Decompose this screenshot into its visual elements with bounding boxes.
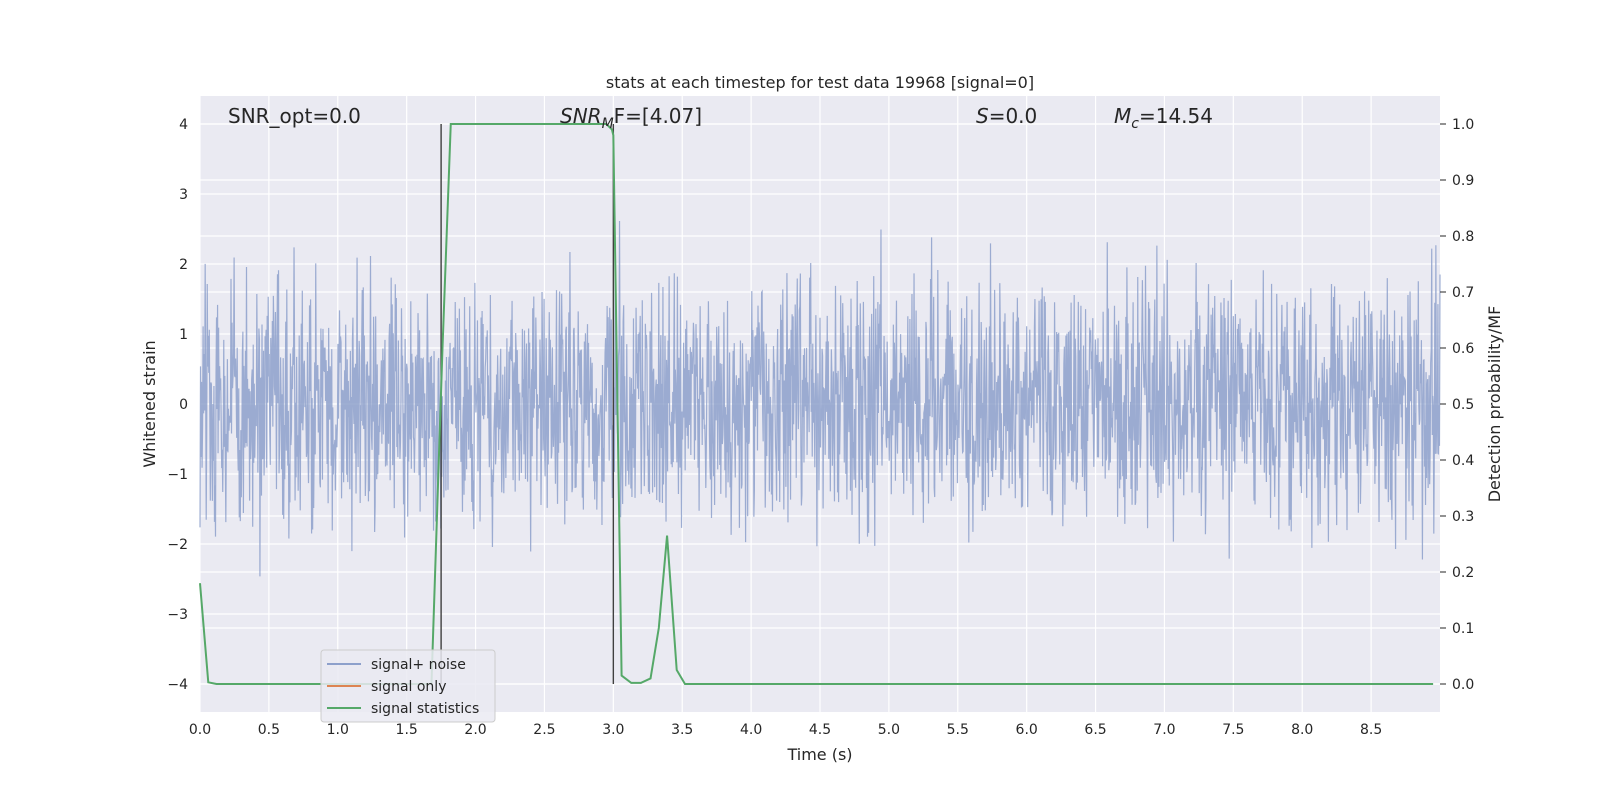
- y-right-axis-label: Detection probability/MF: [1485, 306, 1504, 503]
- y-right-tick-label: 0.3: [1452, 509, 1474, 525]
- y-left-axis-label: Whitened strain: [140, 340, 159, 467]
- annotation-mc-main: M: [1114, 104, 1131, 128]
- annotation-snr-mf-rest: F=[4.07]: [614, 104, 702, 128]
- y-right-tick-label: 1.0: [1452, 117, 1474, 133]
- y-right-tick-label: 0.4: [1452, 453, 1474, 469]
- annotation-snr-mf-sub: M: [602, 116, 614, 132]
- y-left-tick-label: −4: [167, 677, 188, 693]
- y-right-tick-label: 0.7: [1452, 285, 1474, 301]
- legend-label-signal-statistics: signal statistics: [371, 701, 479, 717]
- legend-label-signal-noise: signal+ noise: [371, 657, 466, 673]
- x-tick-label: 7.5: [1222, 722, 1244, 738]
- series-signal-noise: [199, 220, 1441, 577]
- x-tick-label: 1.5: [396, 722, 418, 738]
- y-left-tick-label: 2: [179, 257, 188, 273]
- chart-title: stats at each timestep for test data 199…: [606, 73, 1034, 92]
- x-tick-label: 8.5: [1360, 722, 1382, 738]
- x-tick-label: 6.5: [1084, 722, 1106, 738]
- x-tick-label: 2.0: [464, 722, 486, 738]
- y-right-tick-label: 0.5: [1452, 397, 1474, 413]
- x-tick-label: 3.5: [671, 722, 693, 738]
- x-tick-label: 5.5: [947, 722, 969, 738]
- y-right-tick-label: 0.8: [1452, 229, 1474, 245]
- x-tick-label: 1.0: [327, 722, 349, 738]
- x-tick-label: 7.0: [1153, 722, 1175, 738]
- annotation-snr-opt: SNR_opt=0.0: [228, 104, 361, 128]
- legend-label-signal-only: signal only: [371, 679, 446, 695]
- x-axis-label: Time (s): [786, 745, 852, 764]
- annotation-snr-mf-main: SNR: [560, 104, 602, 128]
- y-left-tick-label: 1: [179, 327, 188, 343]
- y-left-tick-label: −1: [167, 467, 188, 483]
- x-tick-label: 4.5: [809, 722, 831, 738]
- y-right-tick-label: 0.1: [1452, 621, 1474, 637]
- y-left-axis-ticks: 4 3 2 1 0 −1 −2 −3 −4: [167, 117, 188, 693]
- legend: signal+ noise signal only signal statist…: [320, 649, 496, 723]
- x-tick-label: 8.0: [1291, 722, 1313, 738]
- x-tick-label: 6.0: [1016, 722, 1038, 738]
- y-right-tick-label: 0.0: [1452, 677, 1474, 693]
- y-left-tick-label: 4: [179, 117, 188, 133]
- legend-box: [320, 649, 496, 723]
- x-tick-label: 5.0: [878, 722, 900, 738]
- annotation-s-main: S: [976, 104, 989, 128]
- y-right-axis-ticks: 1.0 0.9 0.8 0.7 0.6 0.5 0.4 0.3 0.2 0.1 0.0: [1440, 117, 1474, 693]
- y-left-tick-label: −2: [167, 537, 188, 553]
- series-line-signal-noise: [199, 220, 1441, 577]
- x-tick-label: 4.0: [740, 722, 762, 738]
- x-axis-ticks: 0.0 0.5 1.0 1.5 2.0 2.5 3.0 3.5 4.0 4.5 5.0 5.5 6.0 6…: [189, 722, 1382, 738]
- y-left-tick-label: 0: [179, 397, 188, 413]
- x-tick-label: 0.5: [258, 722, 280, 738]
- annotation-mc-rest: =14.54: [1139, 104, 1213, 128]
- y-left-tick-label: 3: [179, 187, 188, 203]
- y-right-tick-label: 0.6: [1452, 341, 1474, 357]
- annotation-s-rest: =0.0: [989, 104, 1038, 128]
- annotation-mc: Mc=14.54: [1114, 104, 1213, 132]
- annotation-mc-sub: c: [1131, 116, 1139, 132]
- y-right-tick-label: 0.9: [1452, 173, 1474, 189]
- x-tick-label: 3.0: [602, 722, 624, 738]
- x-tick-label: 2.5: [533, 722, 555, 738]
- y-right-tick-label: 0.2: [1452, 565, 1474, 581]
- annotation-snr-mf: SNRMF=[4.07]: [560, 104, 702, 132]
- y-left-tick-label: −3: [167, 607, 188, 623]
- x-tick-label: 0.0: [189, 722, 211, 738]
- annotation-s: S=0.0: [976, 104, 1037, 128]
